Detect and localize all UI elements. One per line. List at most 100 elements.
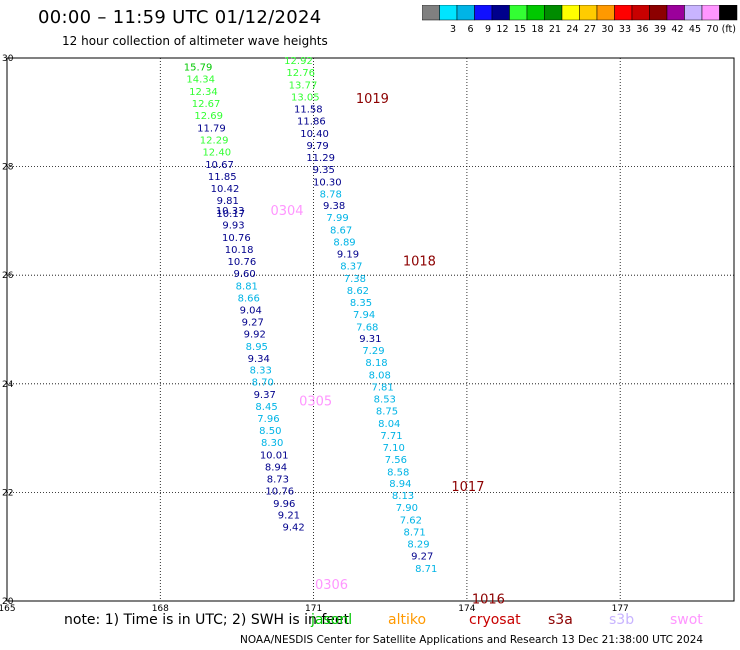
swh-label-west: 10.76 xyxy=(228,257,257,268)
swh-label-east: 11.29 xyxy=(306,153,335,164)
swh-label-east: 7.62 xyxy=(400,516,422,527)
swh-label-west: 8.95 xyxy=(246,342,268,353)
swh-label-west: 11.85 xyxy=(208,172,237,183)
colorbar-tick-label: 39 xyxy=(654,24,666,35)
swh-label-west: 7.96 xyxy=(257,414,279,425)
swh-label-west: 8.30 xyxy=(261,438,283,449)
wave-height-colorbar: 3 6 9 12 15 18 21 24 27 30 33 36 39 42 45 70 (ft) xyxy=(422,5,738,35)
swh-label-west: 8.50 xyxy=(259,426,281,437)
map-frame xyxy=(6,57,735,602)
swh-label-east: 8.89 xyxy=(333,238,355,249)
swh-label-west: 11.79 xyxy=(197,124,226,135)
pass-time-label: 0304 xyxy=(270,204,303,219)
pass-time-label: 0305 xyxy=(299,395,332,410)
lat-tick-label: 30 xyxy=(2,54,14,64)
swh-label-east: 9.27 xyxy=(411,551,433,562)
pass-time-label: 1016 xyxy=(472,592,505,607)
swh-label-east: 8.35 xyxy=(350,298,372,309)
page-title: 00:00 – 11:59 UTC 01/12/2024 xyxy=(38,7,322,28)
swh-label-east: 13.77 xyxy=(289,81,318,92)
swh-label-east: 8.67 xyxy=(330,226,352,237)
swh-label-west: 9.92 xyxy=(244,329,266,340)
colorbar-tick-label: 33 xyxy=(619,24,631,35)
swh-label-east: 8.58 xyxy=(387,467,409,478)
colorbar-swatch xyxy=(719,5,738,21)
lon-tick-label: 168 xyxy=(152,604,169,614)
footer-note: note: 1) Time is in UTC; 2) SWH is in fe… xyxy=(64,612,350,628)
swh-label-west: 14.34 xyxy=(186,75,215,86)
colorbar-tick-label: 36 xyxy=(636,24,648,35)
swh-label-east: 8.75 xyxy=(376,406,398,417)
swh-label-east: 8.78 xyxy=(320,189,342,200)
swh-label-west: 10.33 xyxy=(216,206,245,217)
swh-label-east: 7.29 xyxy=(362,346,384,357)
colorbar-tick-label: 42 xyxy=(671,24,683,35)
swh-label-west: 15.79 xyxy=(184,63,213,74)
lat-tick-label: 28 xyxy=(2,163,14,173)
swh-label-east: 11.86 xyxy=(297,116,326,127)
swh-label-west: 9.21 xyxy=(278,511,300,522)
swh-label-west: 8.45 xyxy=(255,402,277,413)
swh-label-east: 8.04 xyxy=(378,419,400,430)
legend-swot: swot xyxy=(670,612,703,628)
swh-label-east: 12.76 xyxy=(286,68,315,79)
swh-label-east: 7.81 xyxy=(371,383,393,394)
swh-label-east: 7.99 xyxy=(326,213,348,224)
swh-label-west: 8.73 xyxy=(267,474,289,485)
lon-tick-label: 171 xyxy=(305,604,322,614)
lat-tick-label: 26 xyxy=(2,271,14,281)
footer-credit: NOAA/NESDIS Center for Satellite Applica… xyxy=(240,634,704,646)
swh-label-east: 8.18 xyxy=(365,358,387,369)
swh-label-east: 7.56 xyxy=(385,455,407,466)
swh-label-east: 13.05 xyxy=(291,93,320,104)
swh-label-east: 8.37 xyxy=(340,261,362,272)
swh-label-west: 9.96 xyxy=(273,499,295,510)
colorbar-tick-label: 12 xyxy=(496,24,508,35)
swh-label-east: 8.53 xyxy=(374,395,396,406)
swh-label-east: 8.71 xyxy=(415,564,437,575)
swh-label-west: 9.04 xyxy=(240,305,262,316)
colorbar-tick-label: 45 xyxy=(689,24,701,35)
colorbar-tick-label: 70 xyxy=(706,24,718,35)
legend-altiko: altiko xyxy=(388,612,427,628)
pass-time-label: 1019 xyxy=(356,92,389,107)
swh-label-west: 9.60 xyxy=(233,269,255,280)
colorbar-tick-label: 6 xyxy=(467,24,473,35)
swh-label-east: 7.38 xyxy=(344,274,366,285)
colorbar-unit: (ft) xyxy=(722,24,736,35)
swh-label-west: 12.40 xyxy=(202,147,231,158)
swh-label-west: 9.34 xyxy=(248,354,270,365)
swh-label-west: 12.69 xyxy=(194,111,223,122)
colorbar-tick-label: 15 xyxy=(514,24,526,35)
swh-label-east: 9.79 xyxy=(306,141,328,152)
swh-label-east: 7.71 xyxy=(380,431,402,442)
swh-label-east: 9.38 xyxy=(323,201,345,212)
swh-label-west: 8.81 xyxy=(236,282,258,293)
lon-tick-label: 177 xyxy=(612,604,629,614)
swh-label-west: 9.93 xyxy=(222,221,244,232)
swh-label-east: 10.30 xyxy=(313,177,342,188)
swh-label-west: 9.81 xyxy=(217,196,239,207)
swh-label-west: 10.01 xyxy=(260,450,289,461)
swh-label-east: 7.94 xyxy=(353,310,375,321)
lat-tick-label: 22 xyxy=(2,488,13,498)
swh-label-east: 7.10 xyxy=(383,443,405,454)
swh-label-east: 11.58 xyxy=(294,105,323,116)
swh-label-west: 10.17 xyxy=(216,209,245,220)
swh-label-west: 12.29 xyxy=(200,135,229,146)
swh-label-west: 9.42 xyxy=(282,523,304,534)
pass-time-label: 0306 xyxy=(315,578,348,593)
swh-label-west: 9.27 xyxy=(242,317,264,328)
swh-label-west: 10.42 xyxy=(211,184,240,195)
swh-label-east: 8.94 xyxy=(389,479,411,490)
swh-label-east: 8.13 xyxy=(392,491,414,502)
pass-time-label: 1018 xyxy=(403,255,436,270)
swh-label-east: 9.19 xyxy=(337,250,359,261)
legend-s3a: s3a xyxy=(548,612,573,628)
legend-cryosat: cryosat xyxy=(469,612,521,628)
swh-label-west: 10.76 xyxy=(222,233,251,244)
colorbar-tick-label: 21 xyxy=(549,24,561,35)
swh-label-east: 9.35 xyxy=(313,165,335,176)
colorbar-tick-label: 9 xyxy=(485,24,491,35)
